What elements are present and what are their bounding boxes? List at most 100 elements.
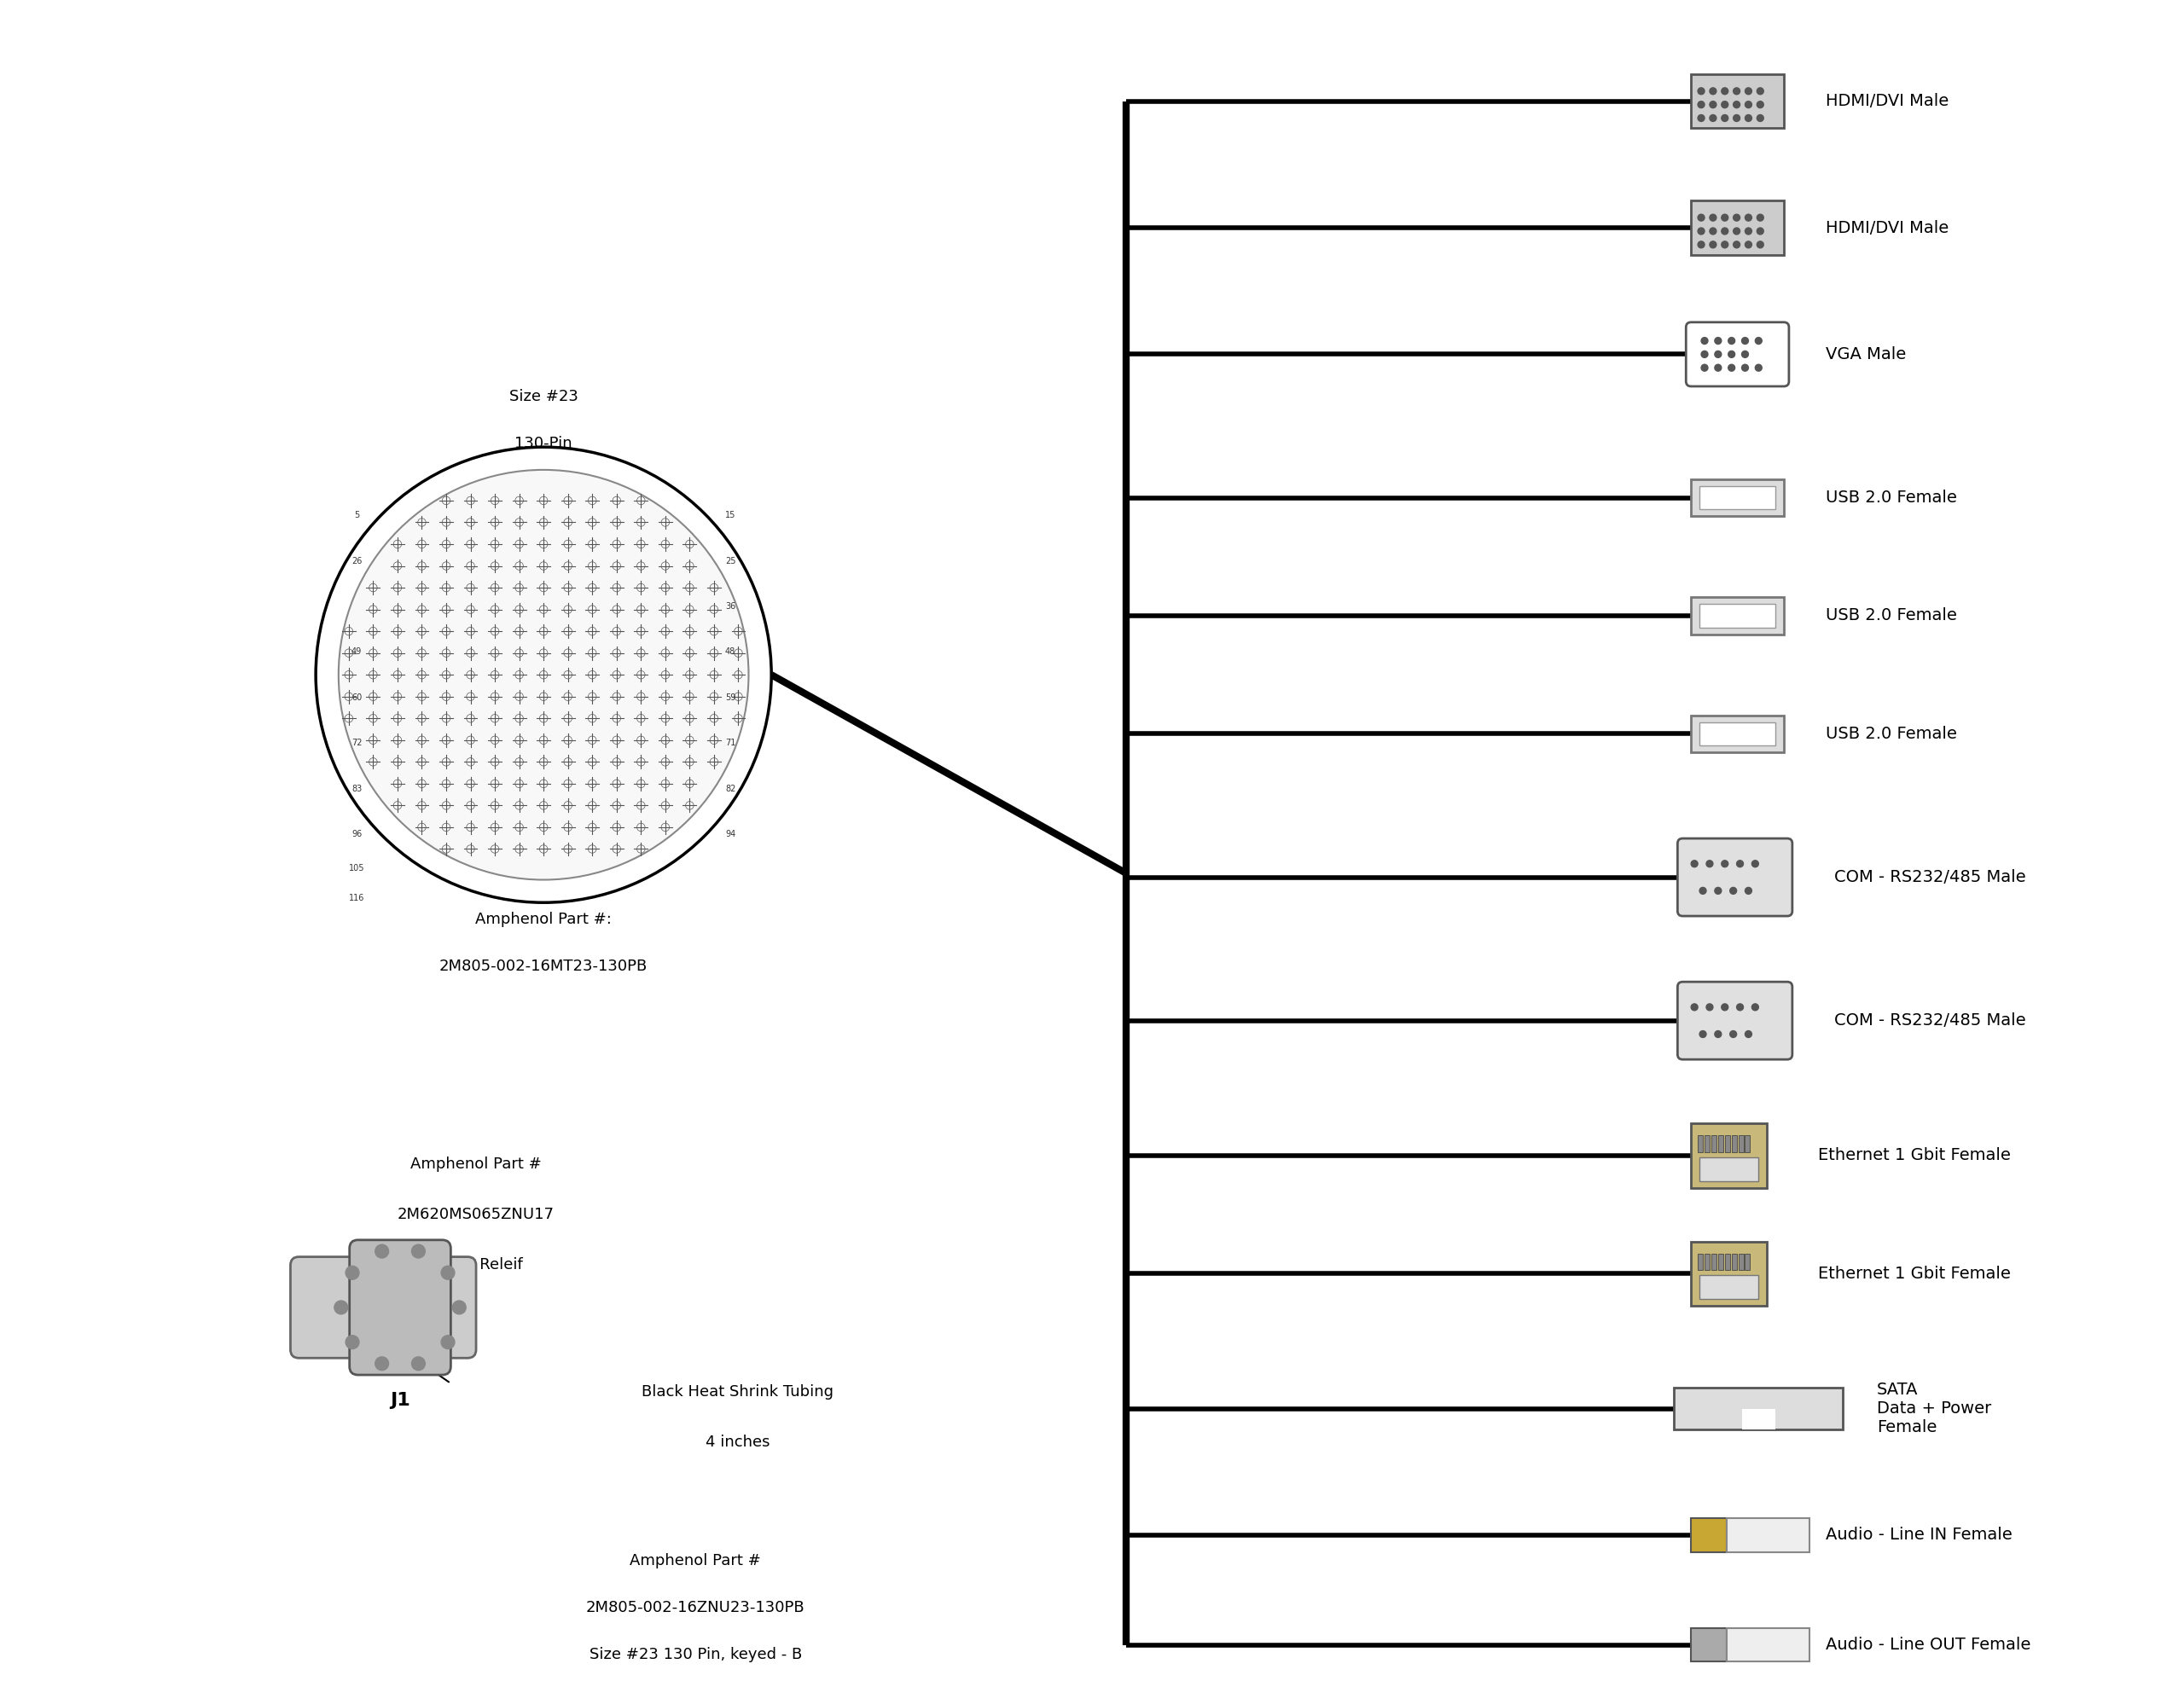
Circle shape (1745, 214, 1752, 221)
Circle shape (1756, 214, 1765, 221)
Text: Ethernet 1 Gbit Female: Ethernet 1 Gbit Female (1817, 1265, 2009, 1282)
Circle shape (1741, 364, 1749, 371)
Circle shape (339, 471, 749, 881)
Circle shape (1706, 860, 1712, 867)
Circle shape (317, 447, 771, 903)
Circle shape (1736, 1004, 1743, 1011)
FancyBboxPatch shape (1725, 1253, 1730, 1270)
FancyBboxPatch shape (1690, 201, 1784, 255)
FancyBboxPatch shape (1728, 1628, 1808, 1662)
FancyBboxPatch shape (1699, 722, 1776, 746)
Circle shape (1714, 887, 1721, 894)
FancyBboxPatch shape (1690, 479, 1784, 516)
Text: 36: 36 (725, 602, 736, 611)
Text: 5: 5 (354, 511, 360, 520)
Circle shape (1699, 887, 1706, 894)
Text: Audio - Line OUT Female: Audio - Line OUT Female (1826, 1636, 2031, 1653)
FancyBboxPatch shape (1725, 1135, 1730, 1152)
FancyBboxPatch shape (1697, 1253, 1704, 1270)
FancyBboxPatch shape (1745, 1135, 1749, 1152)
Text: SATA
Data + Power
Female: SATA Data + Power Female (1876, 1382, 1992, 1436)
Text: 2M805-002-16ZNU23-130PB: 2M805-002-16ZNU23-130PB (585, 1599, 806, 1616)
FancyBboxPatch shape (1697, 1135, 1704, 1152)
FancyBboxPatch shape (1732, 1135, 1736, 1152)
Circle shape (1721, 88, 1728, 94)
Text: 2M805-002-16MT23-130PB: 2M805-002-16MT23-130PB (439, 958, 649, 975)
Text: USB 2.0 Female: USB 2.0 Female (1826, 725, 1957, 742)
Circle shape (1710, 241, 1717, 248)
Circle shape (1721, 860, 1728, 867)
Circle shape (441, 1336, 454, 1350)
Circle shape (1697, 101, 1704, 108)
Text: 105: 105 (349, 864, 365, 872)
Text: Size #23 130 Pin, keyed - B: Size #23 130 Pin, keyed - B (590, 1647, 802, 1663)
Circle shape (1741, 337, 1749, 344)
Text: Amphenol Part #:: Amphenol Part #: (476, 911, 612, 928)
Text: Size #23: Size #23 (509, 388, 579, 405)
Text: COM - RS232/485 Male: COM - RS232/485 Male (1835, 869, 2027, 886)
Circle shape (1745, 115, 1752, 121)
Circle shape (1752, 1004, 1758, 1011)
FancyBboxPatch shape (1686, 322, 1789, 386)
Circle shape (1714, 1031, 1721, 1038)
Circle shape (345, 1265, 358, 1279)
Text: Amphenol Part #: Amphenol Part # (629, 1552, 760, 1569)
Circle shape (411, 1356, 426, 1370)
Circle shape (411, 1245, 426, 1259)
Circle shape (1745, 101, 1752, 108)
Circle shape (1756, 115, 1765, 121)
Text: 83: 83 (352, 784, 363, 793)
Text: 72: 72 (352, 739, 363, 747)
Text: J1: J1 (391, 1392, 411, 1409)
Text: HDMI/DVI Male: HDMI/DVI Male (1826, 93, 1948, 110)
Circle shape (1706, 1004, 1712, 1011)
Circle shape (1697, 88, 1704, 94)
Circle shape (1721, 241, 1728, 248)
FancyBboxPatch shape (1712, 1135, 1717, 1152)
Text: 25: 25 (725, 557, 736, 565)
FancyBboxPatch shape (1704, 1253, 1710, 1270)
Circle shape (1741, 351, 1749, 358)
Circle shape (1721, 115, 1728, 121)
Text: COM - RS232/485 Male: COM - RS232/485 Male (1835, 1012, 2027, 1029)
FancyBboxPatch shape (1745, 1253, 1749, 1270)
Circle shape (1710, 101, 1717, 108)
FancyBboxPatch shape (1738, 1253, 1743, 1270)
Text: 60: 60 (352, 693, 363, 702)
FancyBboxPatch shape (349, 1240, 450, 1375)
Circle shape (1714, 364, 1721, 371)
Circle shape (1734, 241, 1741, 248)
FancyBboxPatch shape (1741, 1409, 1776, 1431)
Circle shape (1697, 214, 1704, 221)
Text: 116: 116 (349, 894, 365, 903)
Circle shape (1710, 228, 1717, 234)
FancyBboxPatch shape (1690, 74, 1784, 128)
FancyBboxPatch shape (1690, 1518, 1728, 1552)
FancyBboxPatch shape (1719, 1253, 1723, 1270)
Circle shape (1734, 88, 1741, 94)
Circle shape (1756, 364, 1762, 371)
Text: 71: 71 (725, 739, 736, 747)
Circle shape (334, 1301, 347, 1314)
FancyBboxPatch shape (1690, 597, 1784, 634)
Circle shape (1734, 101, 1741, 108)
Circle shape (1728, 364, 1734, 371)
Circle shape (452, 1301, 465, 1314)
Circle shape (1734, 214, 1741, 221)
FancyBboxPatch shape (290, 1257, 476, 1358)
FancyBboxPatch shape (1690, 1242, 1767, 1306)
Circle shape (1701, 337, 1708, 344)
Text: 38999: 38999 (520, 482, 568, 499)
FancyBboxPatch shape (1699, 486, 1776, 509)
Text: Amphenol Part #: Amphenol Part # (411, 1156, 542, 1172)
Circle shape (1730, 887, 1736, 894)
FancyBboxPatch shape (1699, 1275, 1758, 1299)
Text: 49: 49 (352, 648, 363, 656)
Circle shape (1734, 115, 1741, 121)
Text: HDMI/DVI Male: HDMI/DVI Male (1826, 219, 1948, 236)
Text: Audio - Line IN Female: Audio - Line IN Female (1826, 1527, 2014, 1544)
FancyBboxPatch shape (1690, 1124, 1767, 1188)
Circle shape (1690, 860, 1697, 867)
FancyBboxPatch shape (1677, 838, 1793, 916)
FancyBboxPatch shape (1738, 1135, 1743, 1152)
